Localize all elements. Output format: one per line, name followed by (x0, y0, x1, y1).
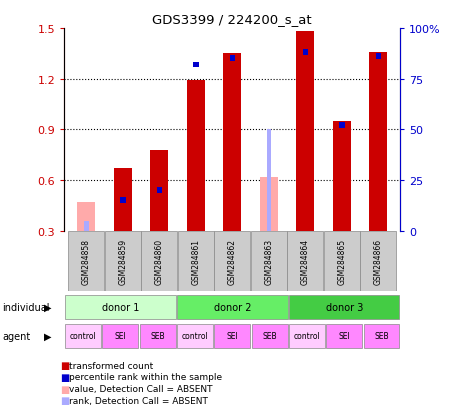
Text: SEB: SEB (374, 332, 388, 341)
Bar (323, 231, 359, 291)
Bar (250, 231, 286, 291)
Title: GDS3399 / 224200_s_at: GDS3399 / 224200_s_at (152, 13, 312, 26)
Text: ■: ■ (60, 395, 69, 405)
Bar (338, 123, 344, 129)
Bar (369, 52, 386, 231)
Bar (363, 325, 398, 348)
Bar (177, 325, 213, 348)
Text: control: control (69, 332, 96, 341)
Text: agent: agent (2, 331, 30, 341)
Bar (156, 188, 162, 194)
Bar (214, 231, 250, 291)
Bar (288, 296, 398, 319)
Text: transformed count: transformed count (69, 361, 153, 370)
Bar (251, 325, 287, 348)
Text: donor 2: donor 2 (213, 302, 251, 312)
Text: SEI: SEI (226, 332, 238, 341)
Text: GSM284865: GSM284865 (336, 238, 346, 284)
Bar (360, 231, 395, 291)
Bar (178, 231, 213, 291)
Text: donor 1: donor 1 (101, 302, 139, 312)
Text: control: control (293, 332, 319, 341)
Text: donor 3: donor 3 (325, 302, 362, 312)
Text: GSM284864: GSM284864 (300, 238, 309, 284)
Bar (223, 54, 241, 231)
Bar (141, 231, 177, 291)
Bar (287, 231, 323, 291)
Bar (105, 231, 140, 291)
Bar (150, 150, 168, 231)
Bar (266, 130, 270, 231)
Bar (113, 169, 132, 231)
Text: GSM284860: GSM284860 (155, 238, 163, 284)
Text: SEB: SEB (262, 332, 276, 341)
Text: GSM284858: GSM284858 (82, 238, 90, 284)
Text: SEI: SEI (338, 332, 349, 341)
Text: GSM284862: GSM284862 (227, 238, 236, 284)
Bar (177, 296, 287, 319)
Text: ■: ■ (60, 372, 69, 382)
Text: control: control (181, 332, 208, 341)
Text: ▶: ▶ (44, 302, 51, 312)
Text: value, Detection Call = ABSENT: value, Detection Call = ABSENT (69, 384, 212, 393)
Text: GSM284859: GSM284859 (118, 238, 127, 284)
Text: ▶: ▶ (44, 331, 51, 341)
Bar (65, 296, 175, 319)
Bar (102, 325, 138, 348)
Text: GSM284863: GSM284863 (264, 238, 273, 284)
Bar (77, 203, 95, 231)
Bar (65, 325, 101, 348)
Bar (229, 56, 235, 62)
Text: GSM284861: GSM284861 (191, 238, 200, 284)
Bar (68, 231, 104, 291)
Bar (84, 221, 89, 231)
Bar (140, 325, 175, 348)
Bar (296, 32, 314, 231)
Text: ■: ■ (60, 384, 69, 394)
Text: ■: ■ (60, 361, 69, 370)
Text: percentile rank within the sample: percentile rank within the sample (69, 373, 222, 382)
Bar (302, 50, 308, 56)
Bar (375, 54, 380, 60)
Bar (259, 177, 277, 231)
Bar (186, 81, 204, 231)
Bar (332, 122, 350, 231)
Bar (120, 198, 125, 204)
Text: individual: individual (2, 302, 50, 312)
Bar (214, 325, 250, 348)
Text: GSM284866: GSM284866 (373, 238, 382, 284)
Text: SEB: SEB (150, 332, 165, 341)
Bar (325, 325, 361, 348)
Bar (288, 325, 324, 348)
Text: rank, Detection Call = ABSENT: rank, Detection Call = ABSENT (69, 396, 207, 405)
Bar (193, 62, 198, 68)
Text: SEI: SEI (114, 332, 126, 341)
